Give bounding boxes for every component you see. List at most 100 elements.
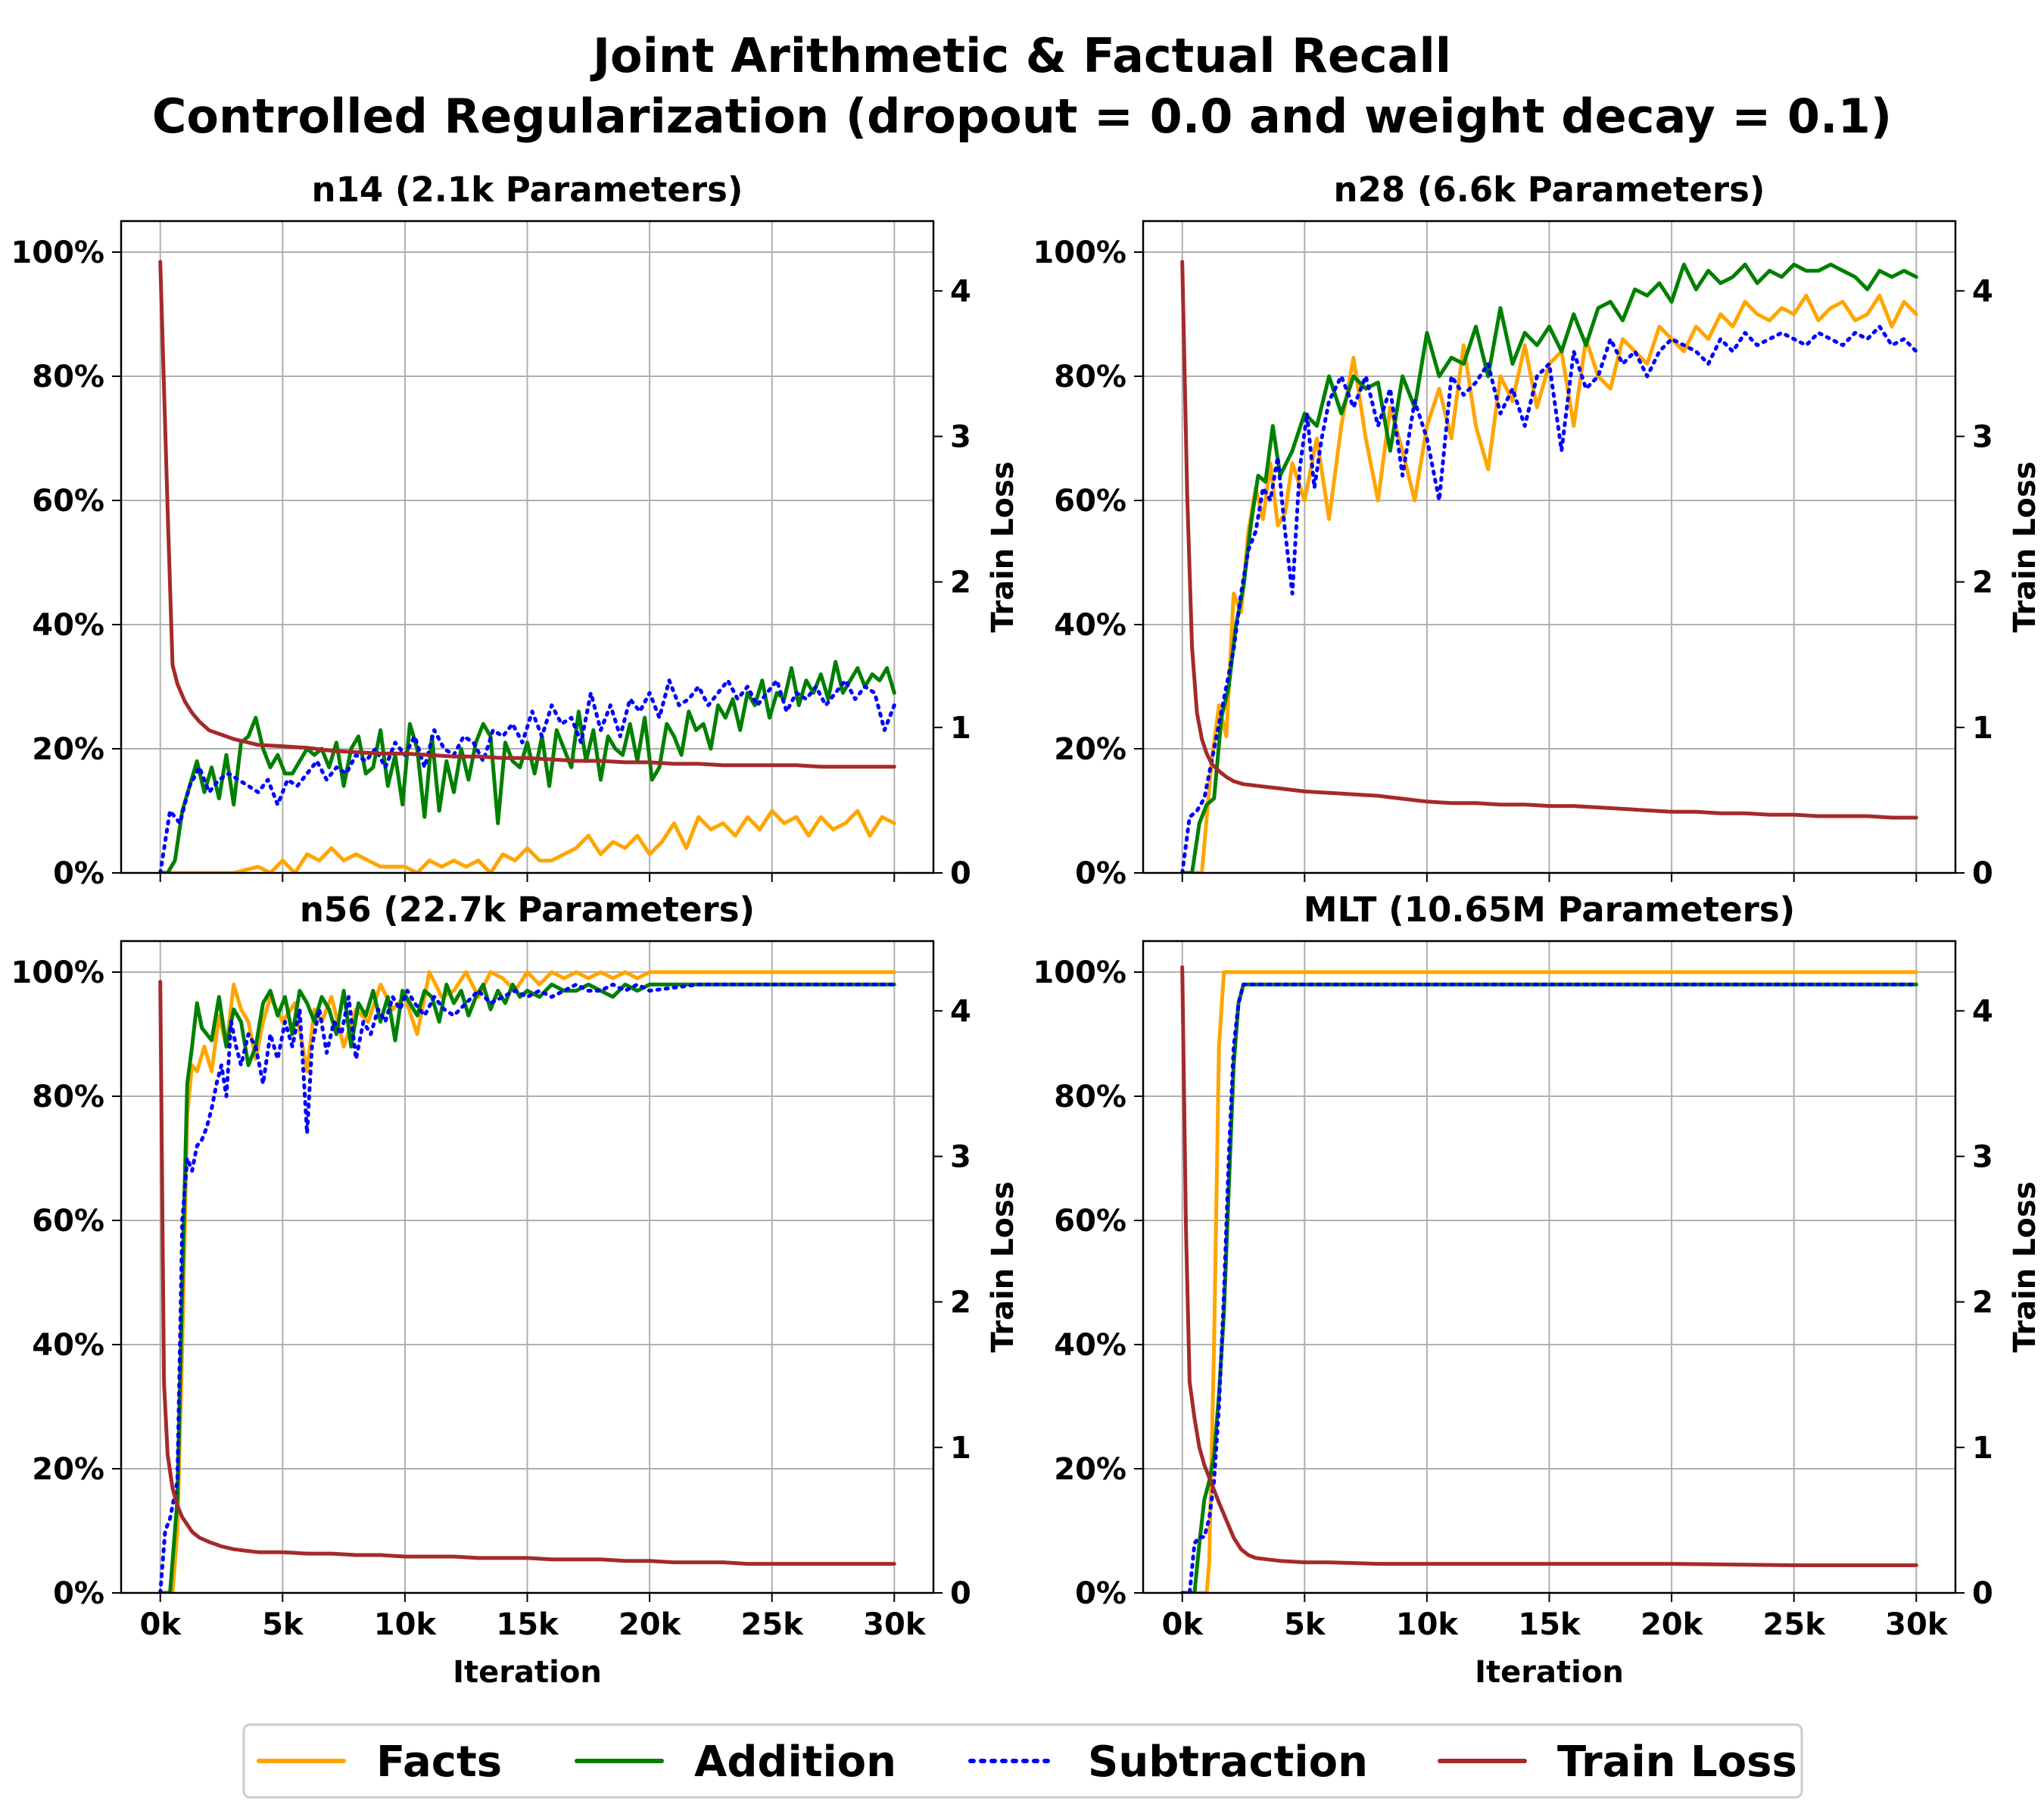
y-tick-label: 100%: [1033, 235, 1126, 270]
series-group: [1180, 260, 1918, 873]
y2-tick-label: 4: [1972, 274, 1993, 309]
x-tick-label: 5k: [1284, 1607, 1326, 1642]
x-tick-label: 30k: [863, 1607, 927, 1642]
series-line-train-loss: [1180, 260, 1918, 820]
y2-tick-label: 1: [1972, 711, 1993, 746]
subplot-title: n28 (6.6k Parameters): [1334, 170, 1765, 210]
x-axis-label: Iteration: [1475, 1655, 1624, 1690]
series-line-subtraction: [1180, 324, 1918, 873]
series-line-train-loss: [1180, 965, 1918, 1567]
x-tick-label: 15k: [1518, 1607, 1581, 1642]
series-line-train-loss: [158, 260, 896, 769]
series-line-facts: [158, 970, 896, 1593]
subplot-2: n28 (6.6k Parameters) 0% 20% 40% 60% 80% 100% 0…: [1033, 170, 2042, 891]
x-tick-label: 20k: [1640, 1607, 1704, 1642]
y-tick-label: 20%: [1054, 732, 1126, 767]
y-tick-label: 100%: [11, 235, 104, 270]
y-tick-label: 80%: [1054, 1080, 1126, 1114]
x-tick-label: 0k: [1161, 1607, 1204, 1642]
series-line-addition: [158, 659, 896, 873]
y-tick-label: 60%: [32, 1204, 104, 1239]
y-tick-label: 40%: [1054, 608, 1126, 643]
y-tick-label: 100%: [1033, 955, 1126, 990]
y-tick-label: 80%: [32, 1080, 104, 1114]
y2-tick-label: 2: [950, 1286, 971, 1320]
series-line-subtraction: [158, 982, 896, 1593]
y2-tick-label: 3: [1972, 1139, 1993, 1174]
series-line-subtraction: [1180, 982, 1918, 1593]
y2-tick-label: 0: [1972, 1576, 1993, 1611]
x-axis-label: Iteration: [453, 1655, 602, 1690]
y-tick-label: 20%: [32, 732, 104, 767]
subplot-title: n14 (2.1k Parameters): [312, 170, 743, 210]
x-tick-label: 25k: [1763, 1607, 1827, 1642]
y2-axis-label: Train Loss: [986, 1181, 1020, 1352]
y2-tick-label: 3: [1972, 419, 1993, 454]
series-line-addition: [158, 982, 896, 1593]
legend-label-facts: Facts: [376, 1738, 502, 1787]
subplot-title: MLT (10.65M Parameters): [1304, 890, 1795, 930]
y2-tick-label: 0: [950, 856, 971, 891]
y2-tick-label: 1: [950, 1431, 971, 1466]
y2-tick-label: 1: [950, 711, 971, 746]
y2-tick-label: 4: [950, 994, 971, 1029]
y-tick-label: 60%: [1054, 1204, 1126, 1239]
y-tick-label: 0%: [53, 856, 104, 891]
legend-label-train-loss: Train Loss: [1557, 1738, 1797, 1787]
y-tick-label: 40%: [32, 608, 104, 643]
legend: Facts Addition Subtraction Train Loss: [242, 1723, 1803, 1799]
y-tick-label: 60%: [32, 484, 104, 519]
plot-frame: [1142, 940, 1957, 1594]
y2-tick-label: 3: [950, 419, 971, 454]
subplot-title: n56 (22.7k Parameters): [300, 890, 755, 930]
x-tick-label: 20k: [618, 1607, 682, 1642]
y-tick-label: 20%: [1054, 1452, 1126, 1487]
y2-axis-label: Train Loss: [2008, 1181, 2042, 1352]
y2-tick-label: 1: [1972, 1431, 1993, 1466]
y-tick-label: 20%: [32, 1452, 104, 1487]
subplot-3: n56 (22.7k Parameters)0k 5k 10k 15k 20k 25k 30…: [11, 890, 1020, 1690]
x-tick-label: 0k: [139, 1607, 182, 1642]
y2-axis-label: Train Loss: [2008, 461, 2042, 632]
series-line-facts: [1180, 970, 1918, 1593]
subplot-grid: n14 (2.1k Parameters)0%20%40%60%80%100%0…: [11, 170, 2042, 1690]
x-tick-label: 10k: [1396, 1607, 1460, 1642]
series-line-facts: [1180, 293, 1918, 873]
y-tick-label: 60%: [1054, 484, 1126, 519]
subplot-1: n14 (2.1k Parameters) 0% 20% 40% 60% 80% 100% 0…: [11, 170, 1020, 891]
y2-tick-label: 0: [950, 1576, 971, 1611]
legend-label-subtraction: Subtraction: [1088, 1738, 1368, 1787]
y2-tick-label: 4: [950, 274, 971, 309]
y2-tick-label: 2: [950, 566, 971, 600]
figure-title-line2: Controlled Regularization (dropout = 0.0…: [152, 89, 1892, 144]
x-tick-label: 5k: [262, 1607, 304, 1642]
y-tick-label: 80%: [1054, 360, 1126, 394]
series-line-addition: [1180, 262, 1918, 873]
y-tick-label: 0%: [1075, 856, 1126, 891]
x-tick-label: 15k: [496, 1607, 559, 1642]
series-line-facts: [158, 809, 896, 873]
x-tick-label: 30k: [1885, 1607, 1949, 1642]
y-tick-label: 40%: [32, 1328, 104, 1363]
figure-title-line1: Joint Arithmetic & Factual Recall: [590, 28, 1451, 83]
series-group: [158, 970, 896, 1593]
y2-axis-label: Train Loss: [986, 461, 1020, 632]
series-line-train-loss: [158, 980, 896, 1566]
x-tick-label: 10k: [374, 1607, 438, 1642]
plot-frame: [120, 220, 935, 874]
series-group: [1180, 965, 1918, 1593]
legend-label-addition: Addition: [694, 1738, 896, 1787]
y-tick-label: 100%: [11, 955, 104, 990]
y-tick-label: 0%: [1075, 1576, 1126, 1611]
y-tick-label: 40%: [1054, 1328, 1126, 1363]
y2-tick-label: 4: [1972, 994, 1993, 1029]
y2-tick-label: 3: [950, 1139, 971, 1174]
subplot-4: MLT (10.65M Parameters) 0k 5k 10k 15k 20k 25k 3…: [1033, 890, 2042, 1690]
plot-frame: [1142, 220, 1957, 874]
series-group: [158, 260, 896, 873]
y2-tick-label: 0: [1972, 856, 1993, 891]
series-line-subtraction: [158, 678, 896, 873]
y-tick-label: 80%: [32, 360, 104, 394]
y-tick-label: 0%: [53, 1576, 104, 1611]
